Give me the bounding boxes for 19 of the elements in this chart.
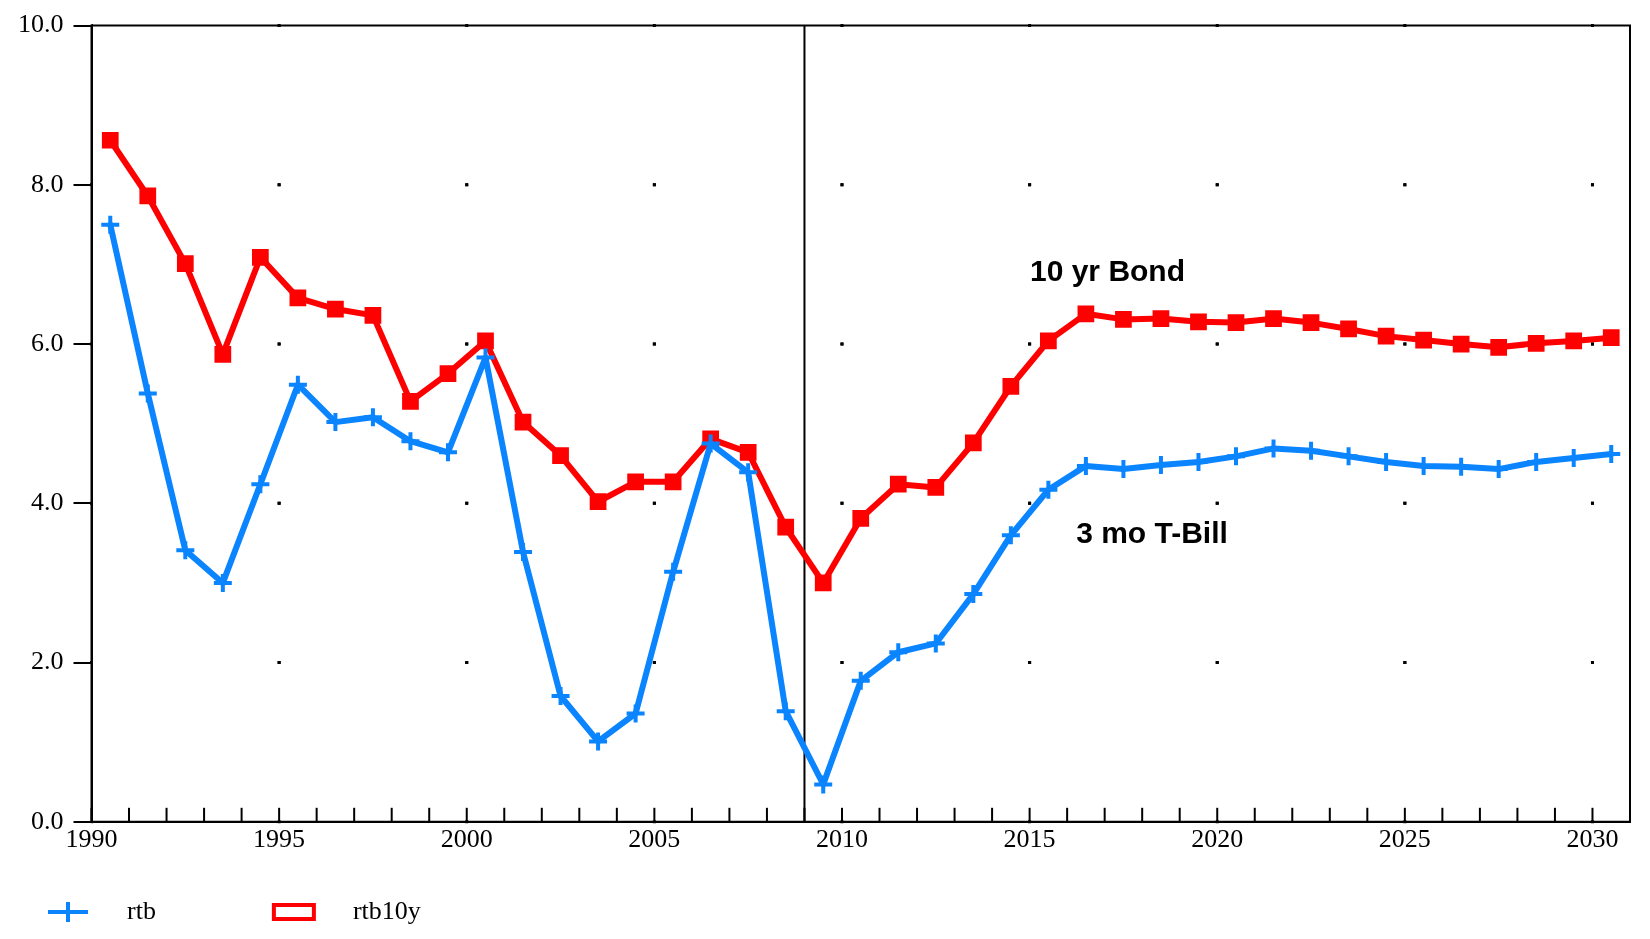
x-tick-label: 1990 [65, 824, 118, 854]
x-tick-label: 2030 [1566, 824, 1619, 854]
annotation: 10 yr Bond [1029, 253, 1186, 287]
x-tick-label: 2000 [440, 824, 493, 854]
y-tick-label: 6.0 [31, 327, 64, 357]
y-tick-label: 8.0 [31, 168, 64, 198]
x-tick-label: 2010 [815, 824, 868, 854]
legend-label: rtb10y [326, 895, 499, 925]
y-tick-label: 0.0 [31, 805, 64, 835]
y-tick-label: 2.0 [31, 646, 64, 676]
y-tick-label: 10.0 [18, 9, 64, 39]
x-tick-label: 2020 [1191, 824, 1244, 854]
x-tick-label: 2015 [1003, 824, 1056, 854]
x-tick-label: 2005 [628, 824, 681, 854]
x-tick-label: 2025 [1378, 824, 1431, 854]
legend-label: rtb [101, 895, 234, 925]
x-tick-label: 1995 [253, 824, 306, 854]
y-tick-label: 4.0 [31, 487, 64, 517]
annotation: 3 mo T-Bill [1076, 516, 1228, 550]
